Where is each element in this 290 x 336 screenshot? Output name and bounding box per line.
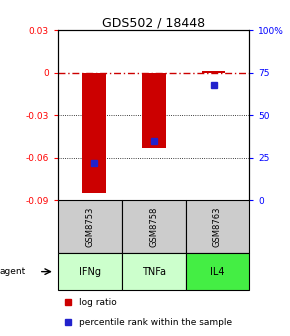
Bar [122,200,186,253]
Title: GDS502 / 18448: GDS502 / 18448 [102,16,205,29]
Text: TNFa: TNFa [142,267,166,277]
Bar [58,200,122,253]
Text: agent: agent [0,267,26,276]
Bar [58,253,122,290]
Bar [142,73,166,148]
Text: GSM8753: GSM8753 [85,206,95,247]
Bar [186,253,249,290]
Text: GSM8758: GSM8758 [149,206,158,247]
Bar [122,253,186,290]
Text: GSM8763: GSM8763 [213,206,222,247]
Text: IL4: IL4 [210,267,225,277]
Text: IFNg: IFNg [79,267,101,277]
Bar [82,73,106,193]
Text: log ratio: log ratio [79,298,117,306]
Bar [202,71,225,73]
Text: percentile rank within the sample: percentile rank within the sample [79,318,232,327]
Bar [186,200,249,253]
